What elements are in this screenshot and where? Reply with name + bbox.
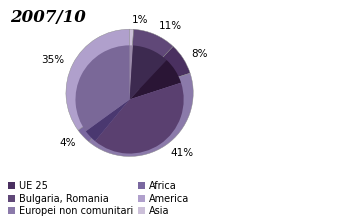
Wedge shape — [66, 29, 130, 130]
Text: 41%: 41% — [171, 148, 194, 158]
Wedge shape — [89, 73, 193, 156]
Wedge shape — [75, 45, 130, 131]
Text: 2007/10: 2007/10 — [10, 9, 86, 26]
Text: 8%: 8% — [191, 49, 208, 59]
Text: 1%: 1% — [132, 15, 148, 25]
Text: 4%: 4% — [60, 138, 76, 148]
Wedge shape — [130, 45, 133, 99]
Wedge shape — [130, 60, 181, 99]
Wedge shape — [130, 46, 190, 93]
Text: 35%: 35% — [41, 55, 64, 65]
Wedge shape — [130, 46, 167, 99]
Wedge shape — [130, 29, 134, 93]
Wedge shape — [86, 99, 130, 141]
Legend: UE 25, Bulgaria, Romania, Europei non comunitari, Africa, America, Asia: UE 25, Bulgaria, Romania, Europei non co… — [8, 181, 189, 216]
Wedge shape — [130, 29, 173, 93]
Wedge shape — [95, 83, 184, 154]
Text: 11%: 11% — [159, 21, 182, 31]
Wedge shape — [78, 93, 130, 142]
